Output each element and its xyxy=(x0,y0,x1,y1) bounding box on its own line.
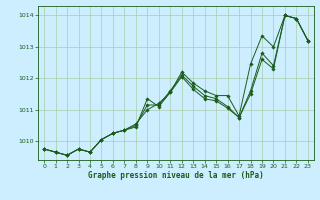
X-axis label: Graphe pression niveau de la mer (hPa): Graphe pression niveau de la mer (hPa) xyxy=(88,171,264,180)
